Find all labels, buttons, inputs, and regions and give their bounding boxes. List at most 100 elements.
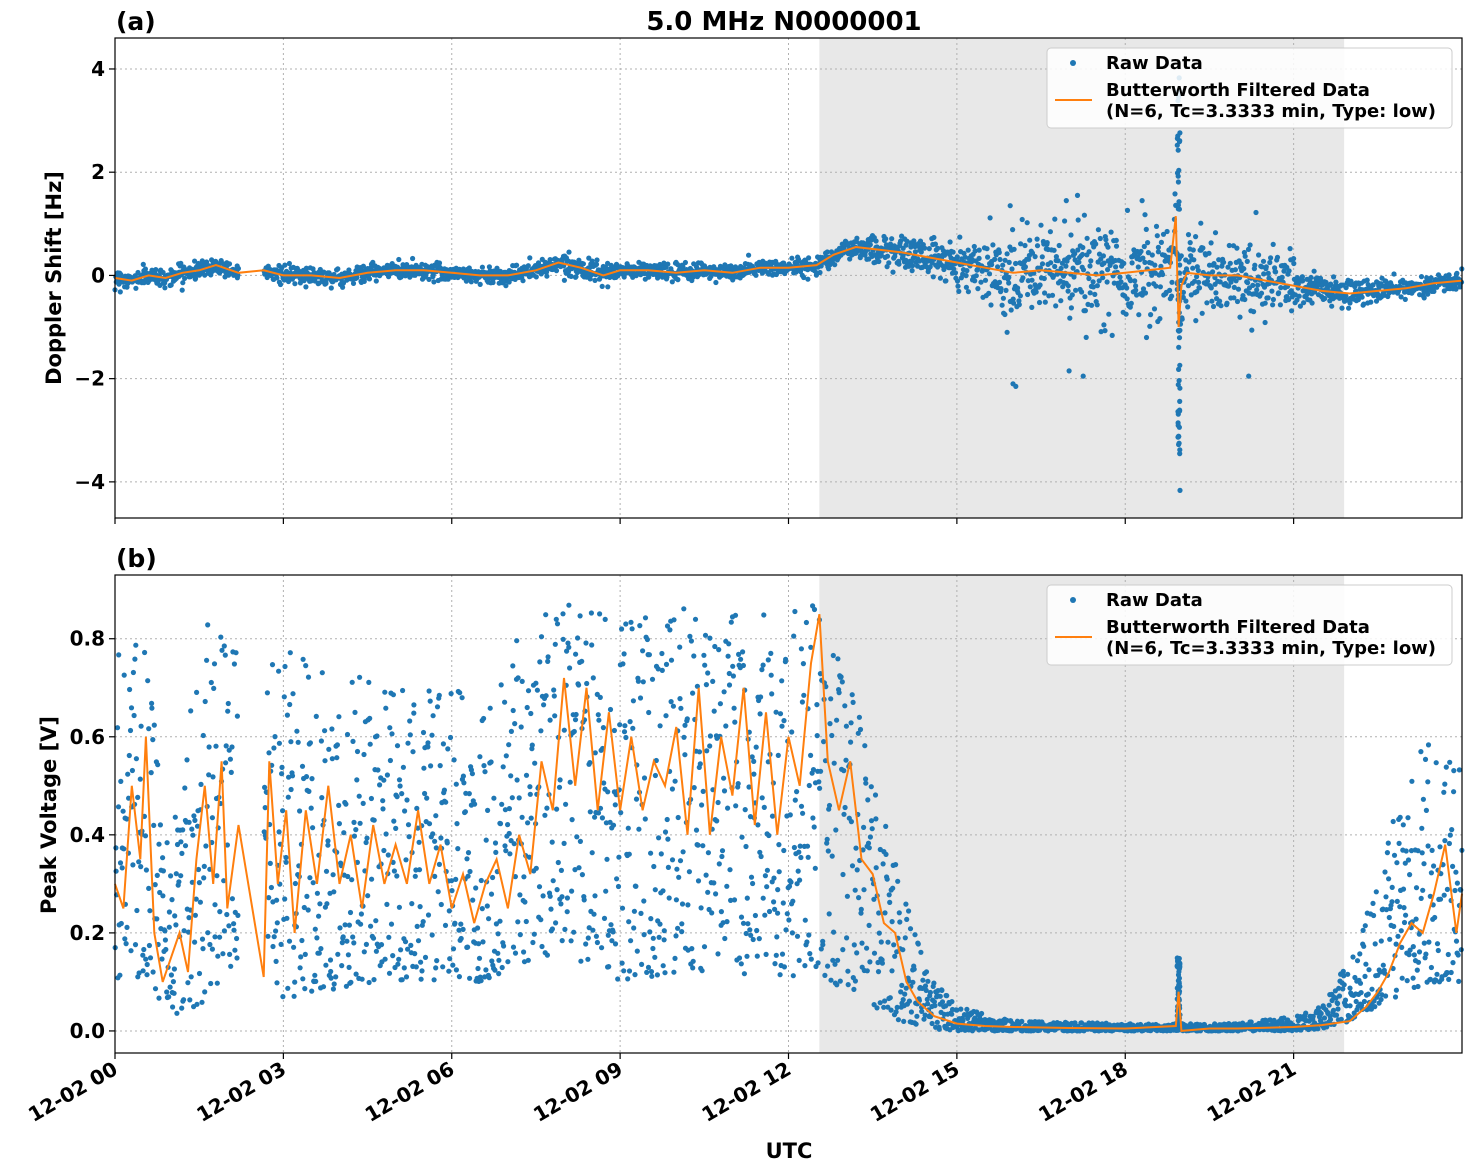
- raw-data-point: [798, 646, 805, 652]
- raw-data-point: [346, 922, 352, 928]
- raw-data-point: [436, 260, 443, 266]
- raw-data-point: [581, 897, 587, 903]
- raw-data-point: [1255, 282, 1261, 288]
- raw-data-point: [426, 688, 432, 694]
- raw-data-point: [777, 711, 784, 717]
- raw-data-point: [848, 819, 855, 825]
- raw-data-point: [1157, 316, 1163, 322]
- raw-data-point: [181, 928, 187, 934]
- raw-data-point: [367, 715, 373, 722]
- raw-data-point: [566, 249, 572, 255]
- raw-data-point: [227, 756, 233, 762]
- raw-data-point: [756, 936, 762, 942]
- raw-data-point: [360, 800, 366, 807]
- raw-data-point: [416, 839, 422, 845]
- raw-data-point: [319, 670, 325, 676]
- raw-data-point: [271, 934, 277, 940]
- raw-data-point: [1095, 227, 1101, 233]
- raw-data-point: [1010, 227, 1016, 233]
- raw-data-point: [560, 611, 566, 617]
- raw-data-point: [428, 763, 434, 769]
- raw-data-point: [547, 257, 553, 263]
- raw-data-point: [655, 666, 661, 672]
- raw-data-point: [999, 302, 1005, 308]
- raw-data-point: [279, 764, 285, 771]
- raw-data-point: [818, 946, 824, 952]
- raw-data-point: [292, 880, 298, 887]
- raw-data-point: [665, 836, 671, 842]
- raw-data-point: [717, 701, 724, 707]
- raw-data-point: [500, 764, 506, 770]
- raw-data-point: [843, 757, 849, 763]
- raw-data-point: [278, 941, 284, 948]
- raw-data-point: [1080, 373, 1086, 379]
- raw-data-point: [1398, 294, 1404, 300]
- raw-data-point: [1132, 278, 1138, 284]
- raw-data-point: [998, 286, 1004, 292]
- raw-data-point: [597, 694, 603, 701]
- raw-data-point: [327, 957, 334, 963]
- raw-data-point: [743, 843, 749, 850]
- raw-data-point: [583, 640, 589, 646]
- raw-data-point: [840, 947, 846, 953]
- raw-data-point: [337, 925, 343, 931]
- raw-data-point: [304, 893, 310, 900]
- raw-data-point: [799, 699, 806, 705]
- raw-data-point: [1233, 278, 1239, 284]
- raw-data-point: [1088, 258, 1094, 264]
- raw-data-point: [903, 985, 909, 991]
- raw-data-point: [420, 919, 426, 925]
- raw-data-point: [675, 814, 681, 821]
- raw-data-point: [726, 670, 732, 677]
- raw-data-point: [1232, 267, 1238, 273]
- raw-data-point: [841, 768, 847, 774]
- raw-data-point: [495, 950, 501, 956]
- raw-data-point: [587, 276, 593, 282]
- raw-data-point: [516, 795, 522, 801]
- raw-data-point: [876, 910, 882, 916]
- raw-data-point: [1331, 274, 1337, 280]
- raw-data-point: [1238, 261, 1244, 267]
- raw-data-point: [552, 641, 558, 647]
- raw-data-point: [356, 793, 362, 799]
- raw-data-point: [802, 963, 808, 969]
- raw-data-point: [972, 248, 978, 254]
- raw-data-point: [400, 262, 406, 268]
- raw-data-point: [176, 879, 182, 885]
- raw-data-point: [536, 884, 543, 890]
- raw-data-point: [896, 910, 902, 916]
- raw-data-point: [465, 944, 471, 950]
- raw-data-point: [949, 1011, 955, 1017]
- raw-data-point: [506, 830, 512, 837]
- raw-data-point: [479, 906, 485, 912]
- raw-data-point: [923, 987, 929, 994]
- raw-data-point: [199, 999, 205, 1005]
- raw-data-point: [804, 843, 811, 849]
- raw-data-point: [1343, 293, 1349, 299]
- raw-data-point: [878, 939, 884, 945]
- raw-data-point: [196, 970, 203, 977]
- raw-data-point: [206, 772, 212, 778]
- raw-data-point: [795, 868, 801, 874]
- legend-marker-raw-a: [1070, 60, 1076, 66]
- raw-data-point: [1169, 293, 1175, 299]
- raw-data-point: [142, 649, 148, 656]
- raw-data-point: [765, 657, 771, 663]
- raw-data-point: [406, 834, 412, 840]
- raw-data-point: [700, 843, 706, 849]
- raw-data-point: [1291, 260, 1297, 267]
- raw-data-point: [168, 972, 174, 978]
- raw-data-point: [506, 742, 512, 748]
- raw-data-point: [235, 912, 241, 919]
- raw-data-point: [283, 854, 289, 861]
- raw-data-point: [1246, 373, 1252, 379]
- raw-data-point: [399, 977, 405, 983]
- raw-data-point: [551, 687, 557, 693]
- raw-data-point: [1180, 289, 1186, 295]
- raw-data-point: [637, 623, 643, 629]
- raw-data-point: [697, 761, 703, 767]
- raw-data-point: [1276, 290, 1282, 296]
- raw-data-point: [143, 867, 149, 873]
- raw-data-point: [1041, 275, 1047, 282]
- raw-data-point: [757, 711, 763, 717]
